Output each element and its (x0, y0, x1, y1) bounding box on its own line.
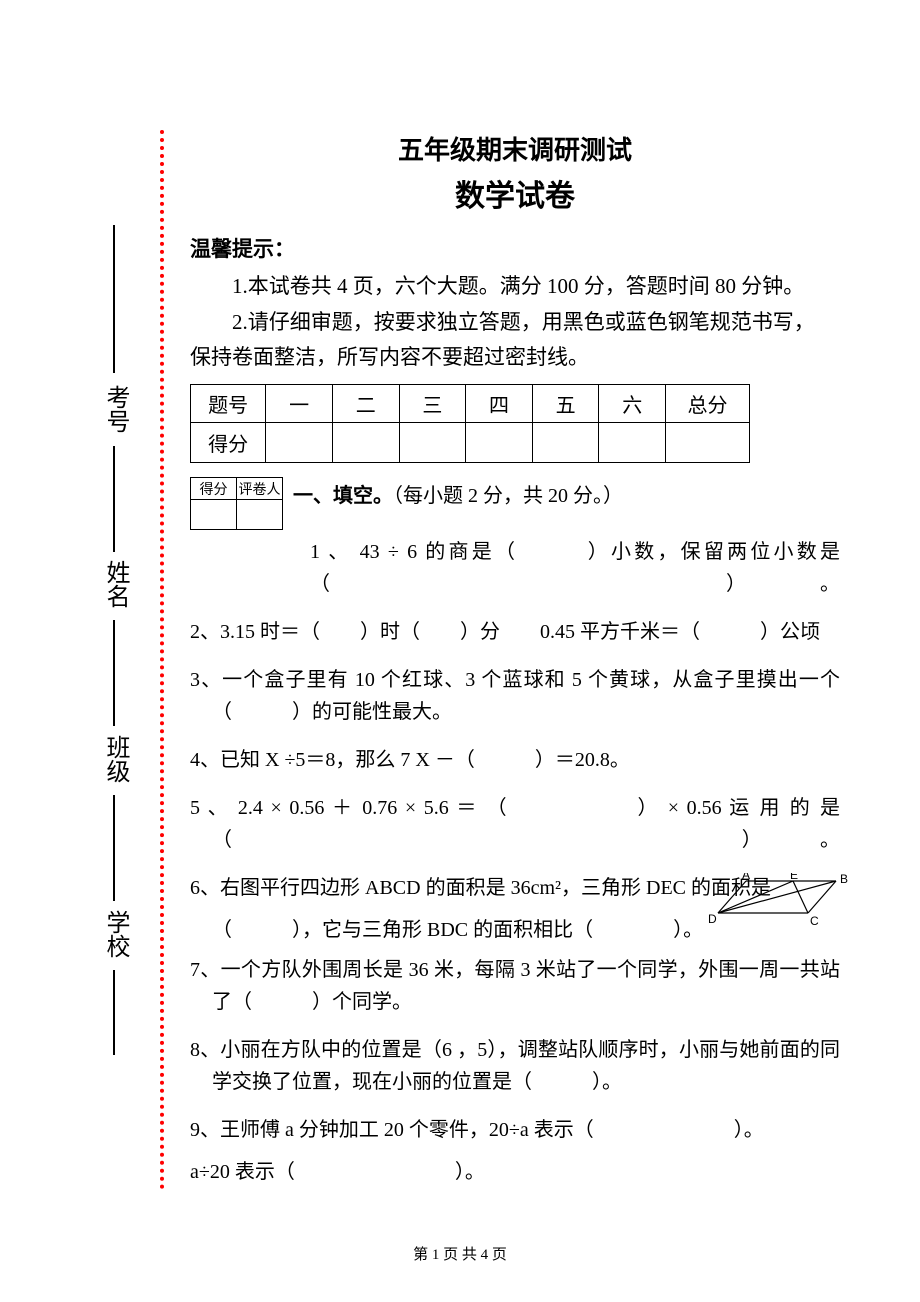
hint-1: 1.本试卷共 4 页，六个大题。满分 100 分，答题时间 80 分钟。 (190, 269, 840, 305)
label-class: 班级 (95, 735, 133, 783)
seal-line (160, 130, 164, 1190)
grader-table: 得分 评卷人 (190, 477, 283, 530)
question-5: 5 、 2.4 × 0.56 ＋ 0.76 × 5.6 ＝ （ ） × 0.56… (190, 792, 840, 856)
underline-school (113, 970, 115, 1055)
grader-name-label: 评卷人 (237, 478, 283, 500)
cell-header: 二 (332, 385, 399, 423)
title-line2: 数学试卷 (190, 171, 840, 215)
cell-header: 四 (466, 385, 533, 423)
svg-text:A: A (742, 873, 750, 882)
svg-text:C: C (810, 914, 819, 928)
question-2: 2、3.15 时＝（ ）时（ ）分 0.45 平方千米＝（ ）公顷 (190, 616, 840, 648)
svg-text:E: E (790, 873, 798, 882)
underline-name-top (113, 446, 115, 552)
page-footer: 第 1 页 共 4 页 (0, 1243, 920, 1264)
cell-header: 总分 (666, 385, 750, 423)
cell-blank (666, 423, 750, 463)
grader-score-label: 得分 (191, 478, 237, 500)
cell-blank (266, 423, 333, 463)
table-row: 得分 (191, 423, 750, 463)
label-school: 学校 (95, 910, 133, 958)
score-table: 题号 一 二 三 四 五 六 总分 得分 (190, 384, 750, 463)
cell-blank (466, 423, 533, 463)
hint-label: 温馨提示： (190, 233, 840, 263)
cell-blank (332, 423, 399, 463)
table-row: 得分 评卷人 (191, 478, 283, 500)
question-7: 7、一个方队外围周长是 36 米，每隔 3 米站了一个同学，外围一周一共站了（ … (190, 954, 840, 1018)
cell-header: 三 (399, 385, 466, 423)
section-1-bold: 一、填空。 (293, 485, 393, 507)
cell-header: 一 (266, 385, 333, 423)
cell-blank (399, 423, 466, 463)
parallelogram-diagram: A E B D C (708, 873, 858, 929)
question-3: 3、一个盒子里有 10 个红球、3 个蓝球和 5 个黄球，从盒子里摸出一个（ ）… (190, 664, 840, 728)
content-area: 五年级期末调研测试 数学试卷 温馨提示： 1.本试卷共 4 页，六个大题。满分 … (190, 130, 840, 1188)
cell-blank (599, 423, 666, 463)
cell-label: 得分 (191, 423, 266, 463)
section-1-rest: （每小题 2 分，共 20 分。） (393, 485, 623, 507)
underline-name-bot (113, 620, 115, 726)
cell-header: 五 (532, 385, 599, 423)
question-1: 1 、 43 ÷ 6 的商是（ ）小数，保留两位小数是（ ）。 (190, 536, 840, 600)
cell-blank (237, 500, 283, 530)
title-line1: 五年级期末调研测试 (190, 130, 840, 167)
question-8: 8、小丽在方队中的位置是（6 ，5），调整站队顺序时，小丽与她前面的同学交换了位… (190, 1034, 840, 1098)
underline-exam-no (113, 225, 115, 373)
cell-blank (532, 423, 599, 463)
hint-2: 2.请仔细审题，按要求独立答题，用黑色或蓝色钢笔规范书写， (190, 305, 840, 341)
svg-text:B: B (840, 873, 848, 886)
table-row: 题号 一 二 三 四 五 六 总分 (191, 385, 750, 423)
cell-header: 题号 (191, 385, 266, 423)
question-9b: a÷20 表示（ ）。 (190, 1156, 840, 1188)
question-4: 4、已知 X ÷5＝8，那么 7 X －（ ）＝20.8。 (190, 744, 840, 776)
label-name: 姓名 (95, 560, 133, 608)
hint-3: 保持卷面整洁，所写内容不要超过密封线。 (190, 340, 840, 376)
question-9a: 9、王师傅 a 分钟加工 20 个零件，20÷a 表示（ ）。 (190, 1114, 840, 1146)
section-1-title: 一、填空。（每小题 2 分，共 20 分。） (190, 477, 840, 515)
table-row (191, 500, 283, 530)
underline-class (113, 795, 115, 901)
cell-header: 六 (599, 385, 666, 423)
cell-blank (191, 500, 237, 530)
label-exam-no: 考号 (95, 385, 133, 433)
svg-text:D: D (708, 912, 717, 926)
